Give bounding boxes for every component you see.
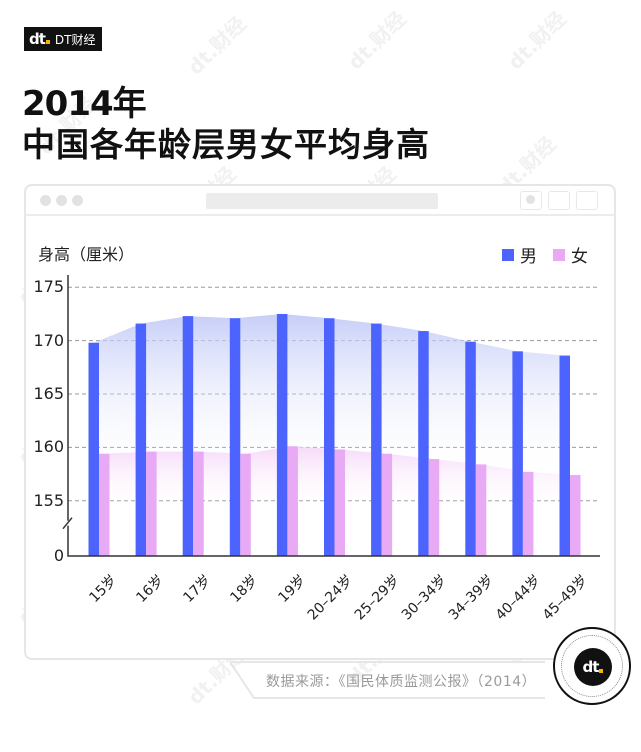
legend-item-male: 男	[502, 242, 537, 267]
close-icon[interactable]	[40, 195, 51, 206]
legend-swatch-male	[502, 248, 514, 261]
watermark-text: dt.财经	[343, 6, 411, 75]
dt-circle-logo: dt	[553, 627, 631, 705]
watermark-text: dt.财经	[183, 11, 251, 80]
data-source: 数据来源：《国民体质监测公报》（2014）	[266, 674, 537, 690]
brand-badge: dt DT财经	[24, 27, 102, 51]
title-main: 中国各年龄层男女平均身高	[22, 125, 430, 164]
y-axis-label: 身高（厘米）	[38, 245, 135, 264]
watermark-text: dt.财经	[503, 6, 571, 75]
dotted-ring	[561, 635, 623, 697]
dt-logo-icon: dt	[29, 30, 50, 48]
legend-swatch-female	[553, 248, 565, 261]
source-tab-frame	[230, 661, 545, 699]
legend-label-female: 女	[571, 247, 588, 267]
dt-logo-icon: dt	[574, 648, 612, 686]
record-icon	[526, 195, 535, 204]
window-restore-button[interactable]	[576, 191, 598, 210]
legend-item-female: 女	[553, 242, 588, 267]
url-bar[interactable]	[206, 193, 438, 209]
window-titlebar	[26, 186, 614, 216]
block-icon[interactable]	[72, 195, 83, 206]
title-year: 2014年	[22, 84, 147, 124]
brand-name: DT财经	[54, 32, 96, 47]
legend-label-male: 男	[520, 247, 537, 267]
record-button[interactable]	[520, 191, 542, 210]
share-button[interactable]	[548, 191, 570, 210]
minimize-icon[interactable]	[56, 195, 67, 206]
